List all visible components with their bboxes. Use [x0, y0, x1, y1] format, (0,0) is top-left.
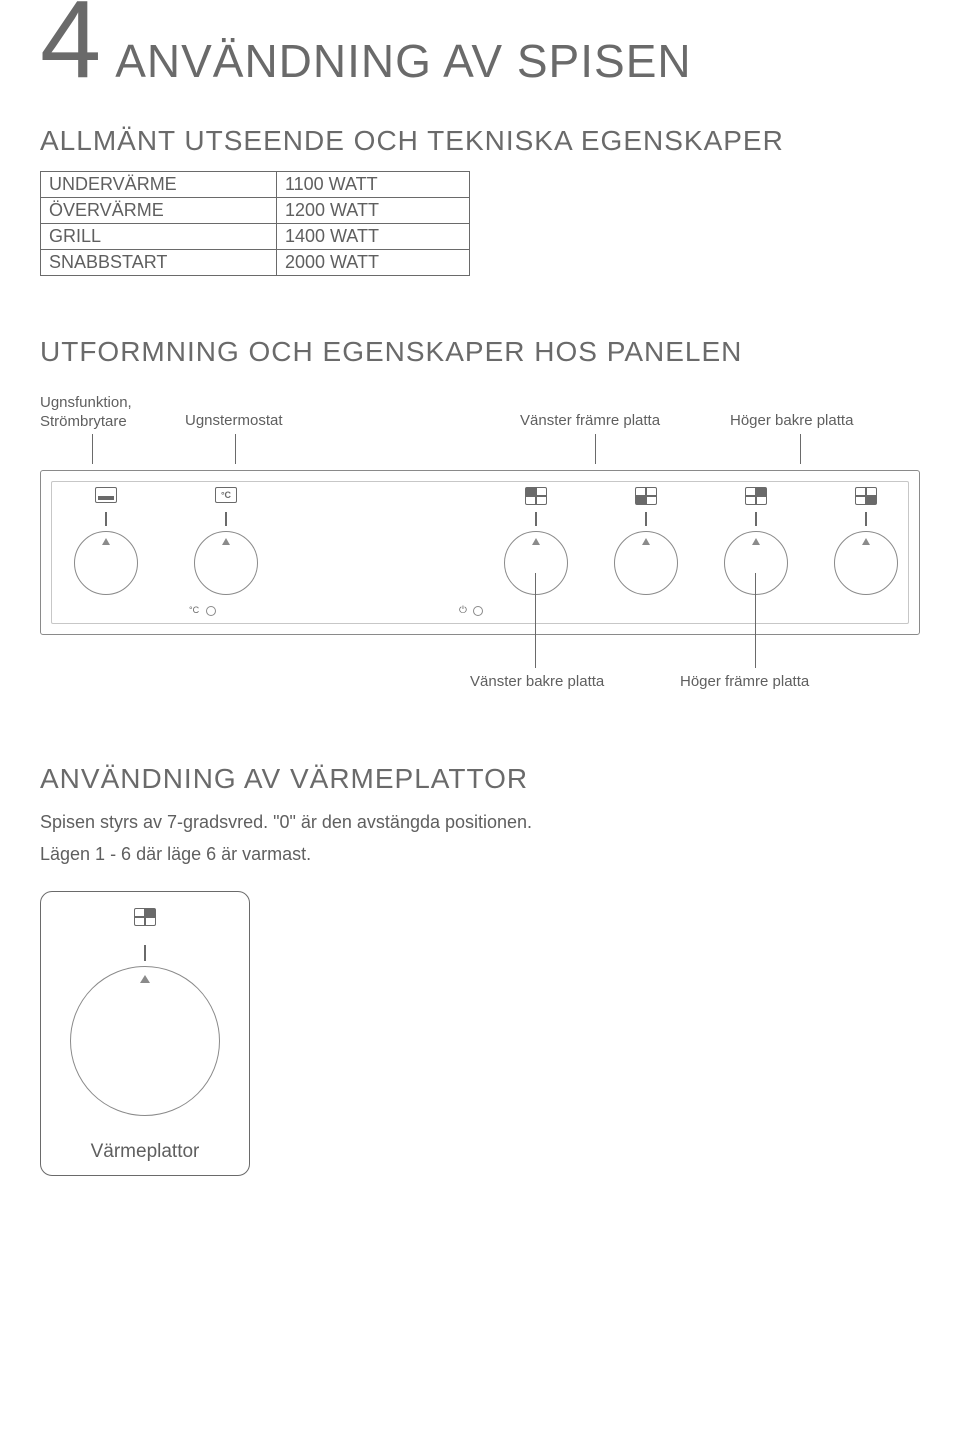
- panel-diagram: Ugnsfunktion, Strömbrytare Ugnstermostat…: [40, 386, 920, 713]
- spec-label: ÖVERVÄRME: [41, 198, 277, 224]
- label-rear-right-plate: Höger bakre platta: [730, 412, 853, 431]
- leader-line: [535, 573, 536, 668]
- section-heading-specs: ALLMÄNT UTSEENDE OCH TEKNISKA EGENSKAPER: [40, 125, 920, 157]
- section-heading-panel: UTFORMNING OCH EGENSKAPER HOS PANELEN: [40, 336, 920, 368]
- section-heading-hotplates: ANVÄNDNING AV VÄRMEPLATTOR: [40, 763, 920, 795]
- hotplate-knob[interactable]: [70, 966, 220, 1116]
- table-row: ÖVERVÄRME1200 WATT: [41, 198, 470, 224]
- label-oven-function: Ugnsfunktion, Strömbrytare: [40, 394, 132, 432]
- plate-rear-right-icon: [745, 487, 769, 505]
- chapter-title: ANVÄNDNING AV SPISEN: [115, 34, 691, 88]
- knob-plate-rear-right[interactable]: [724, 531, 788, 595]
- spec-value: 1100 WATT: [276, 172, 469, 198]
- knob-thermostat[interactable]: [194, 531, 258, 595]
- single-knob-diagram: Värmeplattor: [40, 891, 250, 1176]
- label-front-right-plate: Höger främre platta: [680, 673, 809, 692]
- chapter-header: 4 ANVÄNDNING AV SPISEN: [40, 0, 920, 89]
- plate-front-right-icon: [855, 487, 879, 505]
- leader-line: [755, 573, 756, 668]
- knob-plate-front-left[interactable]: [614, 531, 678, 595]
- spec-value: 2000 WATT: [276, 250, 469, 276]
- knob-plate-rear-left[interactable]: [504, 531, 568, 595]
- spec-value: 1200 WATT: [276, 198, 469, 224]
- label-front-left-plate: Vänster främre platta: [520, 412, 660, 431]
- single-knob-caption: Värmeplattor: [41, 1141, 249, 1163]
- temp-indicator-label: °C: [189, 605, 199, 615]
- leader-line: [235, 434, 236, 464]
- control-panel: °C °C ⏻: [40, 470, 920, 635]
- label-thermostat: Ugnstermostat: [185, 412, 283, 431]
- body-line-1: Spisen styrs av 7-gradsvred. "0" är den …: [40, 809, 920, 835]
- knob-plate-front-right[interactable]: [834, 531, 898, 595]
- spec-value: 1400 WATT: [276, 224, 469, 250]
- spec-label: UNDERVÄRME: [41, 172, 277, 198]
- oven-lower-heat-icon: [95, 487, 119, 505]
- label-rear-left-plate: Vänster bakre platta: [470, 673, 604, 692]
- power-indicator-label: ⏻: [459, 605, 467, 616]
- temp-indicator-lamp: [206, 606, 216, 616]
- plate-rear-left-icon: [525, 487, 549, 505]
- chapter-number: 4: [40, 0, 99, 89]
- leader-line: [800, 434, 801, 464]
- plate-front-left-icon: [635, 487, 659, 505]
- plate-generic-icon: [134, 908, 156, 926]
- spec-label: GRILL: [41, 224, 277, 250]
- knob-oven-function[interactable]: [74, 531, 138, 595]
- spec-table: UNDERVÄRME1100 WATT ÖVERVÄRME1200 WATT G…: [40, 171, 470, 276]
- leader-line: [92, 434, 93, 464]
- body-line-2: Lägen 1 - 6 där läge 6 är varmast.: [40, 841, 920, 867]
- power-indicator-lamp: [473, 606, 483, 616]
- table-row: GRILL1400 WATT: [41, 224, 470, 250]
- spec-label: SNABBSTART: [41, 250, 277, 276]
- table-row: SNABBSTART2000 WATT: [41, 250, 470, 276]
- leader-line: [595, 434, 596, 464]
- temperature-icon: °C: [215, 487, 239, 505]
- table-row: UNDERVÄRME1100 WATT: [41, 172, 470, 198]
